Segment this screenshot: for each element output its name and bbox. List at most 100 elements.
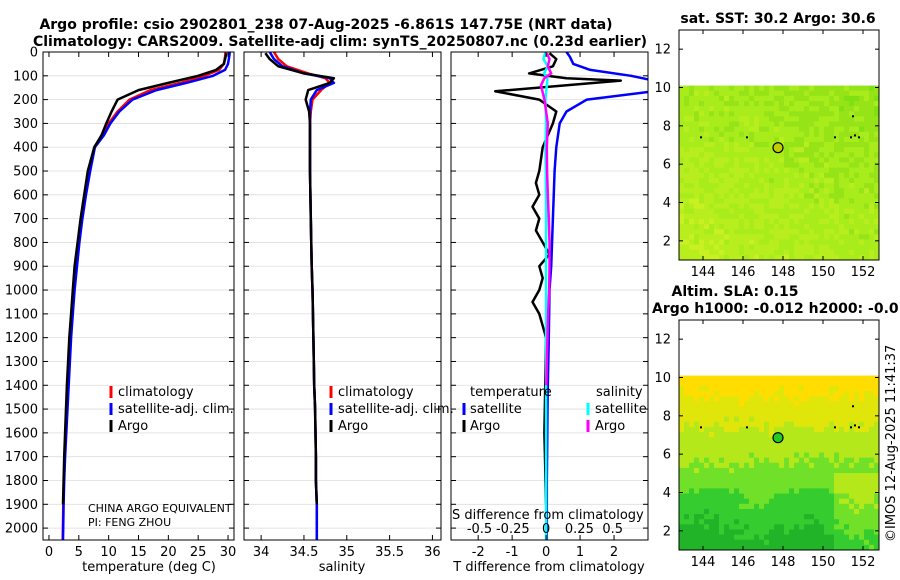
- map-cell: [859, 234, 865, 240]
- x-tick-label: 10: [100, 545, 117, 560]
- map-cell: [754, 239, 760, 246]
- map-cell: [724, 224, 730, 230]
- map-cell: [799, 218, 805, 225]
- map-cell: [839, 442, 845, 448]
- map-cell: [819, 213, 825, 220]
- map-cell: [724, 467, 730, 474]
- map-cell: [734, 473, 740, 479]
- map-cell: [749, 147, 755, 153]
- map-cell: [739, 524, 745, 530]
- map-cell: [724, 152, 730, 158]
- map-cell: [739, 385, 745, 392]
- map-cell: [704, 488, 710, 494]
- map-cell: [779, 234, 785, 240]
- map-cell: [874, 218, 880, 225]
- map-cell: [849, 467, 855, 474]
- map-cell: [714, 539, 720, 546]
- map-cell: [869, 147, 875, 153]
- map-cell: [774, 467, 780, 474]
- map-cell: [784, 152, 790, 158]
- x2-tick-label: 0.5: [602, 522, 623, 537]
- map-cell: [844, 473, 850, 479]
- map-cell: [789, 131, 795, 138]
- map-cell: [779, 239, 785, 246]
- map-cell: [764, 188, 770, 194]
- map-cell: [769, 483, 775, 489]
- map-cell: [739, 172, 745, 179]
- map-cell: [764, 177, 770, 184]
- map-cell: [724, 452, 730, 459]
- series-line-satellite-adj-clim-: [268, 52, 336, 540]
- map-cell: [784, 380, 790, 387]
- map-cell: [684, 224, 690, 230]
- map-cell: [784, 183, 790, 189]
- map-cell: [874, 462, 880, 469]
- map-cell: [719, 142, 725, 148]
- map-cell: [744, 421, 750, 428]
- map-cell: [744, 406, 750, 412]
- map-cell: [854, 100, 860, 107]
- map-cell: [859, 473, 865, 479]
- map-cell: [839, 234, 845, 240]
- map-cell: [849, 380, 855, 387]
- map-cell: [869, 452, 875, 459]
- map-cell: [834, 432, 840, 438]
- map-cell: [679, 498, 685, 505]
- map-cell: [814, 452, 820, 459]
- map-cell: [759, 177, 765, 184]
- map-cell: [729, 416, 735, 423]
- map-cell: [844, 514, 850, 520]
- map-cell: [694, 406, 700, 412]
- map-cell: [729, 498, 735, 505]
- map-cell: [729, 452, 735, 459]
- map-cell: [764, 478, 770, 484]
- map-cell: [829, 421, 835, 428]
- map-cell: [694, 447, 700, 453]
- map-cell: [809, 172, 815, 179]
- map-cell: [824, 529, 830, 536]
- map-cell: [739, 162, 745, 169]
- map-cell: [854, 390, 860, 397]
- map-cell: [709, 239, 715, 246]
- map-cell: [744, 396, 750, 402]
- map-cell: [859, 213, 865, 220]
- map-cell: [779, 406, 785, 412]
- map-cell: [804, 147, 810, 153]
- map-cell: [709, 462, 715, 469]
- map-cell: [719, 385, 725, 392]
- map-cell: [684, 457, 690, 464]
- map-cell: [744, 544, 750, 551]
- map-cell: [679, 539, 685, 546]
- map-cell: [849, 524, 855, 530]
- map-cell: [719, 508, 725, 515]
- map-cell: [689, 467, 695, 474]
- map-cell: [839, 452, 845, 459]
- map-cell: [714, 390, 720, 397]
- map-cell: [689, 218, 695, 225]
- map-cell: [809, 188, 815, 194]
- map-cell: [699, 462, 705, 469]
- map-cell: [844, 416, 850, 423]
- map-cell: [809, 95, 815, 102]
- map-cell: [834, 142, 840, 148]
- map-cell: [869, 508, 875, 515]
- map-cell: [784, 385, 790, 392]
- map-cell: [679, 234, 685, 240]
- map-cell: [704, 426, 710, 433]
- map-cell: [844, 85, 850, 92]
- map-cell: [734, 172, 740, 179]
- map-cell: [714, 498, 720, 505]
- map-cell: [719, 544, 725, 551]
- map-cell: [839, 390, 845, 397]
- map-cell: [839, 167, 845, 174]
- map-cell: [729, 432, 735, 438]
- map-cell: [814, 508, 820, 515]
- map-cell: [794, 224, 800, 230]
- map-cell: [854, 380, 860, 387]
- map-cell: [814, 90, 820, 97]
- map-cell: [764, 224, 770, 230]
- map-cell: [679, 380, 685, 387]
- map-cell: [754, 147, 760, 153]
- map-cell: [779, 467, 785, 474]
- map-cell: [819, 136, 825, 143]
